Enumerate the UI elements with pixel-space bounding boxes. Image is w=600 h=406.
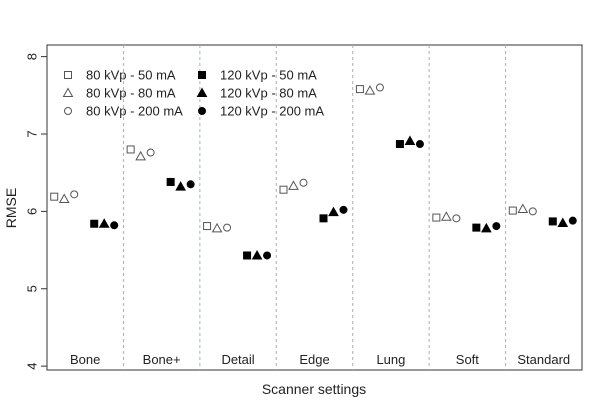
- data-point: [288, 180, 299, 190]
- legend-label: 120 kVp - 80 mA: [220, 86, 317, 101]
- category-label: Soft: [456, 352, 480, 367]
- data-point: [568, 216, 577, 225]
- data-point: [166, 177, 175, 186]
- y-axis-label: RMSE: [3, 188, 19, 228]
- legend: 80 kVp - 50 mA 80 kVp - 80 mA 80 kVp - 200…: [62, 68, 324, 119]
- legend-marker: [62, 87, 74, 97]
- data-point: [211, 222, 223, 233]
- category-label: Detail: [221, 352, 254, 367]
- data-point: [395, 140, 404, 149]
- data-point: [508, 206, 517, 215]
- category-label: Edge: [299, 352, 329, 367]
- data-point: [452, 214, 461, 223]
- data-point: [517, 203, 529, 214]
- data-point: [339, 205, 348, 214]
- data-point: [126, 145, 135, 154]
- data-point: [251, 249, 263, 260]
- data-point: [50, 192, 59, 201]
- data-point: [90, 219, 99, 228]
- legend-marker: [196, 87, 208, 97]
- data-point: [528, 207, 537, 216]
- data-point: [557, 217, 569, 227]
- data-point: [319, 214, 328, 223]
- legend-label: 80 kVp - 80 mA: [86, 86, 176, 101]
- data-point: [299, 178, 308, 187]
- data-point: [175, 181, 186, 191]
- data-point: [432, 213, 441, 222]
- data-point: [146, 148, 155, 157]
- data-point: [186, 180, 195, 189]
- x-axis-label: Scanner settings: [262, 381, 366, 397]
- y-tick-label: 8: [25, 53, 40, 60]
- category-labels: Bone Bone+ Detail Edge Lung Soft Standard: [70, 352, 570, 367]
- y-tick-label: 5: [25, 285, 40, 292]
- data-point: [481, 222, 492, 233]
- data-point: [263, 251, 272, 260]
- legend-marker: [64, 107, 72, 115]
- data-point: [415, 140, 424, 149]
- y-tick-label: 7: [25, 130, 40, 137]
- data-point: [58, 193, 70, 203]
- y-axis: 4 5 6 7 8: [25, 53, 47, 370]
- data-point: [441, 211, 452, 221]
- data-point: [135, 150, 146, 161]
- legend-marker: [64, 71, 72, 79]
- legend-label: 120 kVp - 200 mA: [220, 104, 324, 119]
- y-tick-label: 6: [25, 208, 40, 215]
- data-point: [375, 83, 384, 92]
- data-point: [98, 218, 110, 228]
- data-point: [472, 223, 481, 232]
- data-point: [203, 222, 212, 231]
- data-point: [355, 85, 364, 94]
- category-label: Bone+: [143, 352, 181, 367]
- category-label: Standard: [517, 352, 570, 367]
- data-point: [223, 223, 232, 232]
- group-separators: [122, 45, 507, 370]
- plot-frame: [46, 44, 583, 371]
- legend-marker: [198, 71, 206, 79]
- data-points: [50, 83, 577, 260]
- data-point: [364, 85, 376, 95]
- legend-label: 80 kVp - 200 mA: [86, 104, 183, 119]
- data-point: [328, 206, 339, 217]
- category-label: Lung: [376, 352, 405, 367]
- data-point: [492, 222, 501, 231]
- legend-marker: [198, 107, 206, 115]
- data-point: [70, 190, 79, 199]
- data-point: [404, 135, 416, 145]
- data-point: [548, 217, 557, 226]
- data-point: [110, 221, 119, 230]
- data-point: [243, 251, 252, 260]
- legend-label: 80 kVp - 50 mA: [86, 68, 176, 83]
- data-point: [279, 185, 288, 194]
- y-tick-label: 4: [25, 363, 40, 370]
- category-label: Bone: [70, 352, 100, 367]
- legend-label: 120 kVp - 50 mA: [220, 68, 317, 83]
